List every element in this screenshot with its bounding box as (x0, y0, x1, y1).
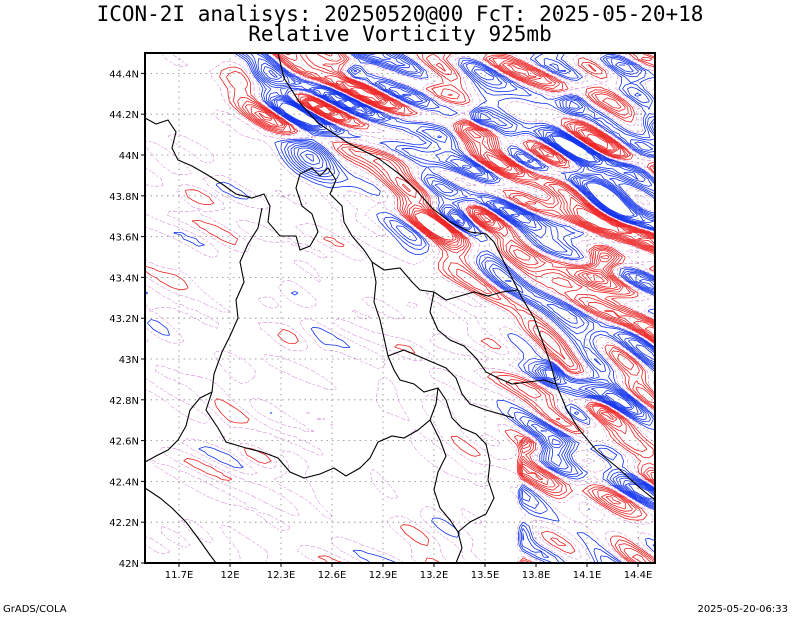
footer-software-label: GrADS/COLA (3, 604, 67, 615)
positive-vorticity-contour (237, 53, 655, 563)
lon-tick-label: 14.1E (573, 570, 602, 581)
lon-tick-label: 13.2E (420, 570, 449, 581)
map-frame (144, 52, 656, 564)
lat-tick-label: 44N (119, 151, 139, 162)
regional-border-south (145, 391, 213, 463)
lat-tick-label: 42.4N (109, 477, 139, 488)
positive-vorticity-contour (145, 53, 655, 563)
lon-tick-label: 12.9E (369, 570, 398, 581)
negative-vorticity-contour (268, 70, 655, 499)
lon-tick-label: 13.5E (471, 570, 500, 581)
lon-tick-label: 14.4E (624, 570, 653, 581)
regional-border-west (205, 207, 439, 479)
lat-tick-label: 43.6N (109, 233, 139, 244)
lat-tick-label: 42N (119, 559, 139, 570)
lat-tick-label: 42.6N (109, 437, 139, 448)
lat-tick-label: 42.8N (109, 396, 139, 407)
lat-tick-label: 43.4N (109, 273, 139, 284)
coastline (277, 53, 655, 501)
western-coastline (145, 487, 217, 563)
borders (145, 53, 655, 563)
map-title-line-1: ICON-2I analisys: 20250520@00 FcT: 2025-… (96, 2, 704, 26)
lon-tick-label: 12.6E (318, 570, 347, 581)
lon-tick-label: 11.7E (165, 570, 194, 581)
footer-timestamp: 2025-05-20-06:33 (697, 604, 788, 615)
regional-border-north (145, 117, 519, 301)
negative-vorticity-contour (145, 53, 655, 563)
regional-border-southeast (429, 419, 463, 563)
regional-border-center (371, 261, 495, 533)
positive-vorticity-contour (258, 82, 655, 337)
lat-tick-label: 43N (119, 355, 139, 366)
positive-vorticity-contour (244, 53, 655, 563)
lon-tick-label: 12E (220, 570, 239, 581)
map-title-line-2: Relative Vorticity 925mb (248, 22, 552, 46)
lat-tick-label: 44.2N (109, 110, 139, 121)
positive-vorticity-contour (226, 53, 655, 563)
lat-tick-label: 44.4N (109, 69, 139, 80)
negative-vorticity-contour (257, 53, 655, 505)
axes: 42N 42.2N 42.4N 42.6N 42.8N 43N 43.2N 43.4N 43.6… (109, 69, 652, 581)
positive-vorticity-contour (316, 87, 655, 283)
lat-tick-label: 43.8N (109, 192, 139, 203)
regional-border-inner (387, 349, 515, 419)
lat-tick-label: 42.2N (109, 518, 139, 529)
lat-tick-label: 43.2N (109, 314, 139, 325)
regional-border-east (429, 291, 557, 385)
map-background (145, 53, 655, 563)
lon-tick-label: 13.8E (522, 570, 551, 581)
vorticity-contours (145, 53, 655, 563)
lon-tick-label: 12.3E (267, 570, 296, 581)
lat-lon-grid (145, 53, 655, 563)
